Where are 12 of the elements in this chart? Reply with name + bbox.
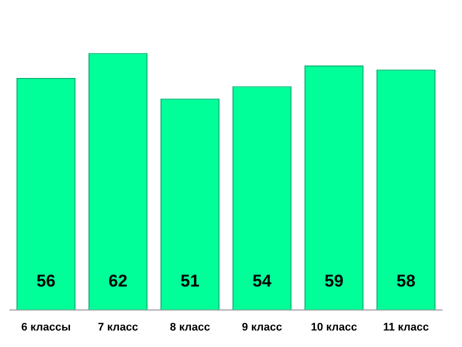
data-label: 54 — [252, 271, 272, 290]
x-tick-label: 6 классы — [21, 321, 71, 334]
x-tick-label: 8 класс — [170, 321, 210, 334]
x-tick-label: 7 класс — [98, 321, 138, 334]
data-label: 58 — [396, 271, 416, 290]
x-tick-label: 9 класс — [242, 321, 282, 334]
data-label: 62 — [108, 271, 128, 290]
data-label: 51 — [180, 271, 200, 290]
data-label: 59 — [324, 271, 344, 290]
x-tick-label: 11 класс — [383, 321, 429, 334]
x-tick-label: 10 класс — [310, 321, 358, 334]
data-label: 56 — [36, 271, 56, 290]
